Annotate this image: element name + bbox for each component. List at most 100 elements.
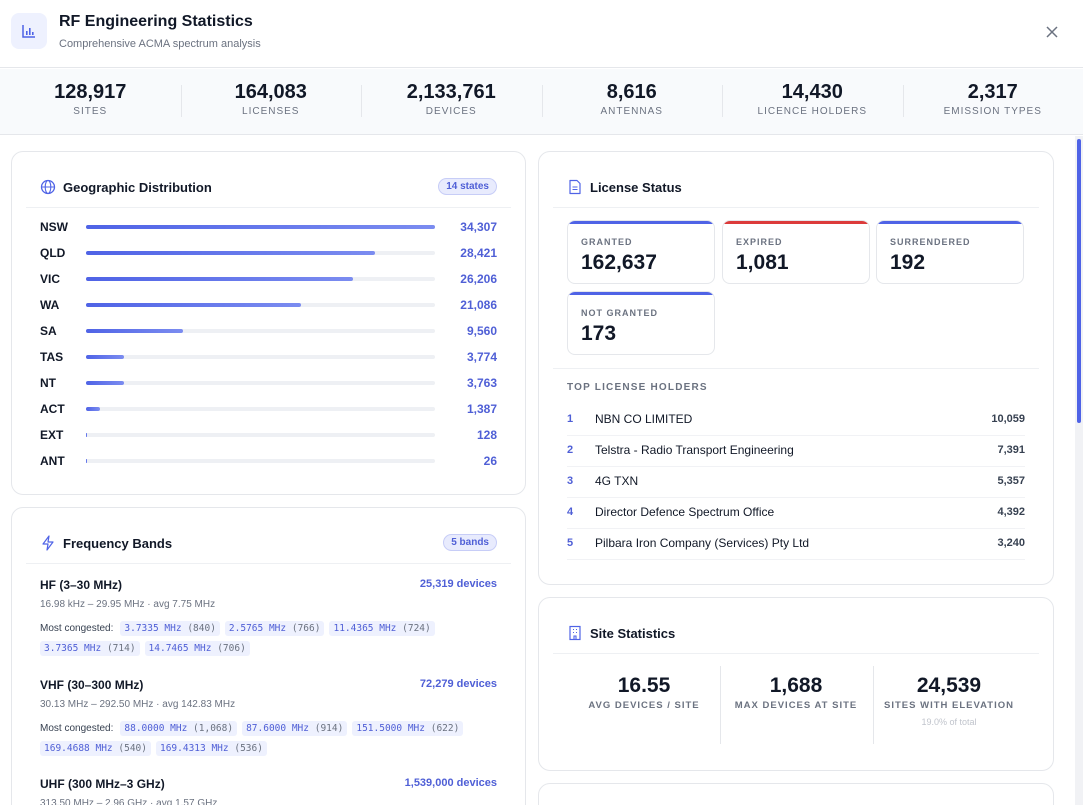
stat-value: 2,317 bbox=[967, 81, 1018, 103]
state-count: 28,421 bbox=[460, 246, 497, 260]
site-stat-label: AVG DEVICES / SITE bbox=[588, 700, 700, 711]
frequency-chip[interactable]: 14.7465 MHz (706) bbox=[144, 641, 250, 656]
state-label: ANT bbox=[40, 454, 65, 468]
status-box-not-granted: NOT GRANTED 173 bbox=[567, 291, 715, 355]
status-box-expired: EXPIRED 1,081 bbox=[722, 220, 870, 284]
card-header: Frequency Bands 5 bands bbox=[26, 524, 511, 564]
holder-count: 5,357 bbox=[997, 475, 1025, 487]
stat-label: EMISSION TYPES bbox=[943, 106, 1042, 117]
progress-fill bbox=[86, 355, 125, 359]
holder-name: Telstra - Radio Transport Engineering bbox=[595, 443, 794, 457]
progress-fill bbox=[86, 329, 184, 333]
card-title: Frequency Bands bbox=[63, 536, 173, 551]
status-label: NOT GRANTED bbox=[581, 308, 658, 318]
holder-row[interactable]: 2 Telstra - Radio Transport Engineering 7,… bbox=[567, 436, 1025, 467]
scrollbar[interactable] bbox=[1075, 136, 1083, 805]
site-stat: 1,688 MAX DEVICES AT SITE bbox=[720, 666, 872, 744]
progress-track bbox=[86, 329, 435, 333]
progress-track bbox=[86, 381, 435, 385]
range-text: 30.13 MHz – 292.50 MHz bbox=[40, 699, 154, 710]
stat-value: 164,083 bbox=[234, 81, 307, 103]
divider bbox=[553, 368, 1039, 369]
frequency-chip[interactable]: 3.7365 MHz (714) bbox=[40, 641, 140, 656]
chip-frequency: 88.0000 MHz bbox=[124, 723, 188, 734]
state-label: EXT bbox=[40, 428, 64, 442]
state-count: 3,763 bbox=[466, 376, 497, 390]
bar-chart-icon bbox=[11, 13, 47, 49]
congested-label: Most congested: bbox=[40, 723, 114, 734]
state-count: 9,560 bbox=[466, 324, 497, 338]
chip-count: (540) bbox=[118, 743, 147, 754]
geo-row-vic: VIC 26,206 bbox=[40, 269, 497, 289]
stat-value: 14,430 bbox=[781, 81, 843, 103]
status-value: 173 bbox=[581, 322, 617, 345]
chip-frequency: 14.7465 MHz bbox=[148, 643, 212, 654]
stat-licenses: 164,083 LICENSES bbox=[180, 69, 362, 134]
card-title: Site Statistics bbox=[590, 626, 676, 641]
status-bar bbox=[877, 221, 1023, 224]
chip-count: (914) bbox=[314, 723, 344, 734]
chip-frequency: 169.4313 MHz bbox=[159, 743, 229, 754]
frequency-chip[interactable]: 2.5765 MHz (766) bbox=[224, 621, 325, 636]
frequency-band: VHF (30–300 MHz) 72,279 devices 30.13 MHz … bbox=[40, 678, 497, 756]
state-count: 128 bbox=[476, 428, 497, 442]
progress-track bbox=[86, 459, 435, 463]
progress-fill bbox=[86, 459, 88, 463]
avg-text: avg 142.83 MHz bbox=[162, 699, 236, 710]
geo-row-ext: EXT 128 bbox=[40, 425, 497, 445]
holder-row[interactable]: 5 Pilbara Iron Company (Services) Pty Ltd… bbox=[567, 529, 1025, 560]
state-label: WA bbox=[40, 298, 60, 312]
frequency-chip[interactable]: 87.6000 MHz (914) bbox=[242, 721, 348, 736]
stat-devices: 2,133,761 DEVICES bbox=[361, 69, 542, 134]
summary-stats: 128,917 SITES 164,083 LICENSES 2,133,761… bbox=[0, 69, 1083, 135]
geo-row-act: ACT 1,387 bbox=[40, 399, 497, 419]
stat-emission-types: 2,317 EMISSION TYPES bbox=[902, 69, 1083, 134]
progress-fill bbox=[86, 381, 125, 385]
close-icon[interactable] bbox=[1042, 22, 1062, 42]
status-value: 1,081 bbox=[736, 251, 789, 274]
holder-row[interactable]: 4 Director Defence Spectrum Office 4,392 bbox=[567, 498, 1025, 529]
scrollbar-thumb[interactable] bbox=[1077, 139, 1081, 423]
chip-frequency: 151.5000 MHz bbox=[356, 723, 425, 734]
frequency-chip[interactable]: 11.4365 MHz (724) bbox=[329, 621, 435, 636]
frequency-chip[interactable]: 151.5000 MHz (622) bbox=[352, 721, 464, 736]
site-stat-value: 16.55 bbox=[617, 674, 671, 697]
band-range: 16.98 kHz – 29.95 MHz · avg 7.75 MHz bbox=[40, 599, 497, 610]
state-count: 26,206 bbox=[460, 272, 497, 286]
frequency-chip[interactable]: 169.4313 MHz (536) bbox=[155, 741, 267, 756]
progress-track bbox=[86, 277, 435, 281]
chip-frequency: 3.7365 MHz bbox=[44, 643, 102, 654]
frequency-band: UHF (300 MHz–3 GHz) 1,539,000 devices 313.… bbox=[40, 777, 497, 805]
stat-sites: 128,917 SITES bbox=[0, 69, 181, 134]
range-text: 313.50 MHz – 2.96 GHz bbox=[40, 798, 148, 805]
holder-rank: 4 bbox=[567, 506, 574, 518]
top-holders-label: TOP LICENSE HOLDERS bbox=[567, 382, 708, 393]
state-count: 21,086 bbox=[460, 298, 497, 312]
geo-row-nt: NT 3,763 bbox=[40, 373, 497, 393]
stat-label: LICENSES bbox=[242, 106, 300, 117]
holder-count: 3,240 bbox=[997, 537, 1025, 549]
chip-count: (766) bbox=[291, 623, 321, 634]
state-count: 26 bbox=[483, 454, 497, 468]
stat-antennas: 8,616 ANTENNAS bbox=[541, 69, 723, 134]
holder-name: 4G TXN bbox=[595, 474, 639, 488]
stat-label: LICENCE HOLDERS bbox=[757, 106, 867, 117]
frequency-chip[interactable]: 3.7335 MHz (840) bbox=[120, 621, 220, 636]
geo-row-wa: WA 21,086 bbox=[40, 295, 497, 315]
holder-row[interactable]: 3 4G TXN 5,357 bbox=[567, 467, 1025, 498]
holder-rank: 1 bbox=[567, 413, 574, 425]
geo-row-qld: QLD 28,421 bbox=[40, 243, 497, 263]
site-stat-label: SITES WITH ELEVATION bbox=[884, 700, 1014, 711]
status-bar bbox=[568, 221, 714, 224]
site-stat-value: 1,688 bbox=[769, 674, 823, 697]
state-label: SA bbox=[40, 324, 57, 338]
status-value: 162,637 bbox=[581, 251, 657, 274]
site-stat-value: 24,539 bbox=[916, 674, 982, 697]
frequency-chip[interactable]: 169.4688 MHz (540) bbox=[40, 741, 151, 756]
holder-row[interactable]: 1 NBN CO LIMITED 10,059 bbox=[567, 405, 1025, 436]
site-stat-label: MAX DEVICES AT SITE bbox=[734, 700, 858, 711]
frequency-chip[interactable]: 88.0000 MHz (1,068) bbox=[120, 721, 238, 736]
progress-track bbox=[86, 303, 435, 307]
status-value: 192 bbox=[890, 251, 926, 274]
card-header: License Status bbox=[553, 168, 1039, 208]
